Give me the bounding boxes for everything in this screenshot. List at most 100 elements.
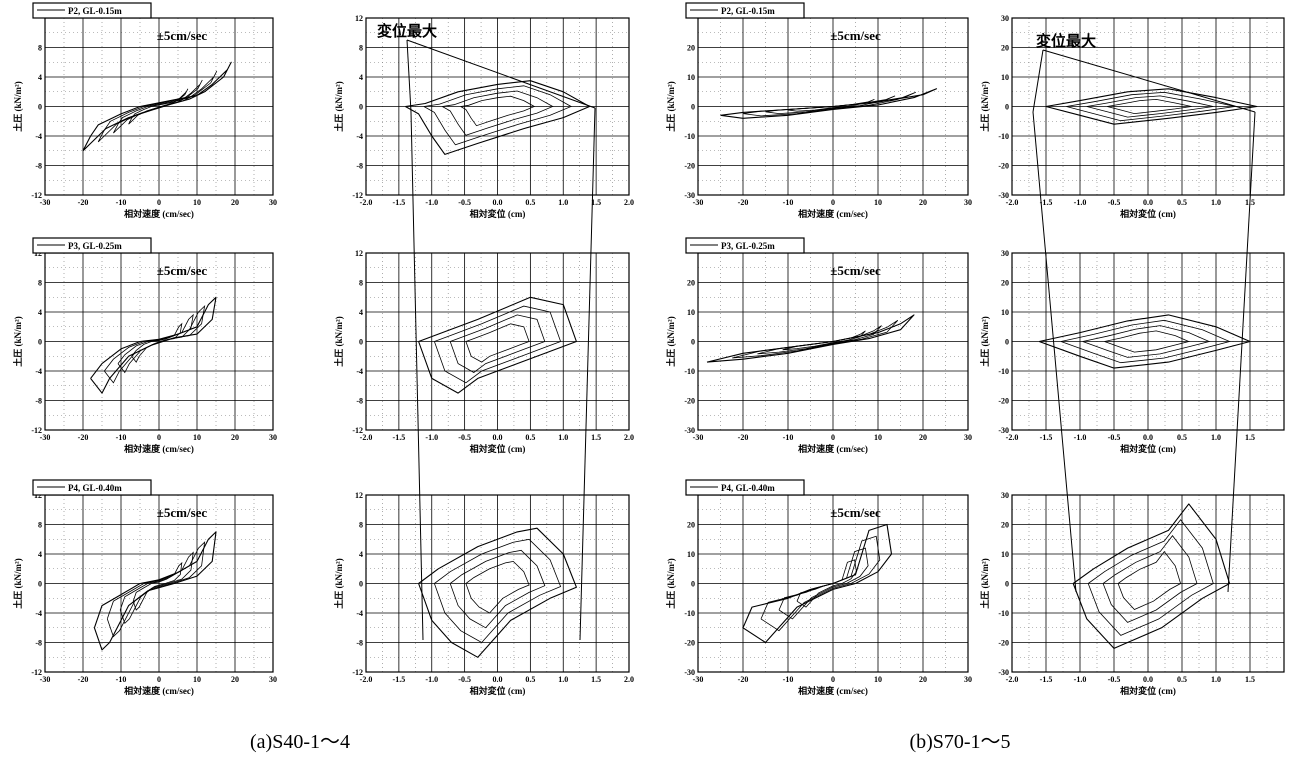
x-tick-label: 0.0 — [1143, 675, 1153, 684]
x-tick-label: -2.0 — [1006, 198, 1019, 207]
series-curve — [90, 296, 217, 394]
annotation-line — [410, 111, 424, 641]
y-tick-label: 0 — [38, 580, 42, 589]
plot-frame — [365, 494, 630, 673]
x-tick-label: 20 — [919, 675, 927, 684]
x-tick-label: 30 — [964, 675, 972, 684]
plot-frame — [44, 17, 274, 196]
x-tick-label: -10 — [783, 675, 794, 684]
x-tick-label: -30 — [693, 675, 704, 684]
series-curve-cycle — [128, 88, 189, 125]
x-tick-label: 1.0 — [558, 433, 568, 442]
x-tick-label: -1.5 — [1040, 675, 1053, 684]
y-tick-label: 0 — [359, 338, 363, 347]
plot-frame — [697, 252, 969, 431]
x-tick-label: 0.0 — [493, 675, 503, 684]
series-curve-cycle — [106, 541, 206, 638]
legend-label: P2, GL-0.15m — [721, 6, 775, 16]
y-tick-label: 12 — [355, 249, 363, 258]
x-tick-label: -20 — [738, 675, 749, 684]
y-tick-label: -12 — [31, 426, 42, 435]
legend-label: P2, GL-0.15m — [68, 6, 122, 16]
legend: P3, GL-0.25m — [685, 237, 805, 254]
x-tick-label: -1.0 — [1074, 198, 1087, 207]
y-tick-label: 12 — [355, 491, 363, 500]
annotation-line — [1227, 111, 1256, 593]
x-axis-label: 相対速度 (cm/sec) — [124, 443, 194, 454]
y-tick-label: -8 — [35, 397, 42, 406]
legend-box — [685, 479, 805, 496]
y-tick-label: 4 — [38, 73, 42, 82]
legend-box — [32, 2, 152, 19]
series-curve-cycle — [465, 560, 530, 614]
velocity-note: ±5cm/sec — [157, 28, 208, 43]
x-axis-label: 相対速度 (cm/sec) — [124, 685, 194, 696]
x-tick-label: 1.5 — [591, 198, 601, 207]
x-tick-label: -1.5 — [393, 198, 406, 207]
series-curve-cycle — [1082, 325, 1211, 358]
x-tick-label: -30 — [40, 198, 51, 207]
plot-frame — [44, 252, 274, 431]
x-axis-label: 相対速度 (cm/sec) — [798, 208, 868, 219]
y-tick-label: -12 — [31, 191, 42, 200]
x-tick-label: 1.0 — [1211, 675, 1221, 684]
plot-frame — [365, 252, 630, 431]
series-curve-cycle — [1087, 519, 1214, 636]
chart-a-P3-disp: -2.0 -1.5 -1.0 -0.5 0.0 0.5 1.0 1.5 2.0 -12 -8 -4 0 4… — [333, 249, 634, 454]
y-tick-label: -30 — [998, 668, 1009, 677]
y-tick-label: -20 — [684, 639, 695, 648]
x-tick-label: -1.5 — [393, 675, 406, 684]
velocity-note: ±5cm/sec — [157, 505, 208, 520]
y-tick-label: -10 — [998, 132, 1009, 141]
y-tick-label: 20 — [687, 279, 695, 288]
x-tick-label: -30 — [40, 433, 51, 442]
y-axis-label: 土圧 (kN/m²) — [665, 558, 676, 608]
y-axis-label: 土圧 (kN/m²) — [665, 81, 676, 131]
x-tick-label: 0.5 — [1177, 198, 1187, 207]
y-tick-label: 10 — [1001, 308, 1009, 317]
legend: P2, GL-0.15m — [685, 2, 805, 19]
y-tick-label: -12 — [352, 191, 363, 200]
series-curve-cycle — [1104, 330, 1191, 353]
series-curve-cycle — [796, 559, 857, 608]
series-curve — [418, 527, 577, 658]
plot-frame — [44, 494, 274, 673]
x-axis-label: 相対速度 (cm/sec) — [124, 208, 194, 219]
plot-frame — [1011, 252, 1285, 431]
y-tick-label: 30 — [1001, 491, 1009, 500]
x-tick-label: -30 — [693, 433, 704, 442]
x-tick-label: 20 — [231, 675, 239, 684]
x-tick-label: 30 — [269, 198, 277, 207]
y-tick-label: 4 — [359, 308, 363, 317]
y-tick-label: 0 — [1005, 103, 1009, 112]
y-tick-label: -8 — [356, 162, 363, 171]
x-tick-label: -10 — [783, 433, 794, 442]
x-tick-label: 1.5 — [591, 433, 601, 442]
x-tick-label: 10 — [193, 433, 201, 442]
x-tick-label: -30 — [693, 198, 704, 207]
y-tick-label: 20 — [1001, 521, 1009, 530]
legend-label: P3, GL-0.25m — [68, 241, 122, 251]
x-tick-label: -0.5 — [458, 675, 471, 684]
y-tick-label: 0 — [1005, 338, 1009, 347]
legend-label: P4, GL-0.40m — [721, 483, 775, 493]
series-curve-cycle — [449, 549, 546, 629]
y-tick-label: -4 — [35, 367, 42, 376]
series-curve-cycle — [117, 313, 194, 374]
y-tick-label: -4 — [35, 132, 42, 141]
y-tick-label: 20 — [1001, 44, 1009, 53]
x-tick-label: 0.5 — [525, 433, 535, 442]
y-tick-label: 10 — [1001, 73, 1009, 82]
series-curve-cycle — [1086, 95, 1214, 118]
x-tick-label: -20 — [738, 433, 749, 442]
x-tick-label: -1.0 — [1074, 675, 1087, 684]
y-tick-label: 20 — [1001, 279, 1009, 288]
y-tick-label: 0 — [1005, 580, 1009, 589]
x-tick-label: 0 — [831, 198, 835, 207]
y-tick-label: 0 — [38, 338, 42, 347]
y-tick-label: -20 — [998, 397, 1009, 406]
y-tick-label: 8 — [38, 279, 42, 288]
y-tick-label: 12 — [355, 14, 363, 23]
